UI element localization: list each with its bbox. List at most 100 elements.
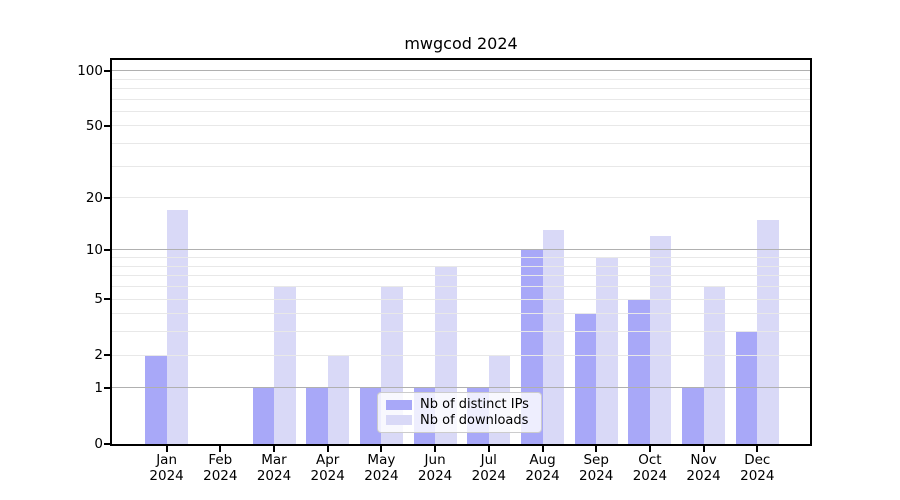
- x-tick-label-year: 2024: [364, 468, 399, 484]
- bar-downloads: [703, 286, 726, 444]
- y-tick-mark: [104, 248, 112, 251]
- x-tick-mark: [648, 446, 651, 452]
- gridline-minor: [112, 286, 810, 288]
- bar-downloads: [596, 257, 618, 444]
- x-tick-mark: [595, 446, 598, 452]
- x-tick-label-month: Sep: [583, 452, 609, 468]
- gridline-minor: [112, 313, 810, 315]
- x-tick-mark: [273, 446, 275, 452]
- bar-downloads: [542, 230, 564, 444]
- legend-swatch-downloads: [386, 415, 412, 426]
- x-tick-label-month: Aug: [529, 452, 556, 468]
- gridline-minor: [112, 265, 810, 267]
- y-tick-mark: [104, 443, 112, 445]
- x-tick-mark: [380, 446, 383, 452]
- x-tick-label-year: 2024: [632, 468, 668, 484]
- gridline-major: [112, 387, 810, 389]
- bar-distinct-ips: [306, 387, 328, 444]
- y-tick-label: 20: [85, 189, 103, 206]
- x-tick-label-year: 2024: [525, 468, 560, 484]
- bar-distinct-ips: [145, 355, 167, 444]
- legend-item-downloads: Nb of downloads: [386, 413, 533, 429]
- y-tick-label: 0: [94, 436, 103, 452]
- bar-downloads: [166, 210, 189, 444]
- gridline-major: [112, 249, 810, 251]
- x-tick-mark: [756, 446, 759, 452]
- x-tick-label: Feb 2024: [180, 452, 260, 484]
- y-tick-label: 5: [94, 291, 103, 308]
- x-tick-mark: [219, 446, 222, 452]
- x-tick-label: Sep 2024: [556, 452, 636, 484]
- x-tick-label-month: Apr: [316, 452, 340, 468]
- x-tick-label-year: 2024: [149, 468, 184, 484]
- x-tick-mark: [434, 446, 437, 452]
- legend-item-distinct-ips: Nb of distinct IPs: [386, 397, 533, 413]
- x-tick-mark: [541, 446, 544, 452]
- x-tick-label-month: Jul: [480, 452, 497, 468]
- gridline-minor: [112, 257, 810, 259]
- bar-distinct-ips: [682, 387, 704, 444]
- y-tick-label: 100: [77, 62, 103, 79]
- legend-label-downloads: Nb of downloads: [420, 412, 529, 428]
- x-tick-label: Jul 2024: [449, 452, 529, 484]
- bar-distinct-ips: [574, 313, 597, 444]
- y-tick-label: 1: [94, 379, 103, 396]
- gridline-minor: [112, 98, 810, 100]
- gridline-minor: [112, 275, 810, 277]
- gridline-minor: [112, 143, 810, 145]
- y-tick-mark: [104, 386, 112, 389]
- x-tick-label-year: 2024: [579, 468, 614, 484]
- y-tick-label: 10: [85, 241, 103, 258]
- x-tick-label: Aug 2024: [503, 452, 583, 484]
- y-tick-mark: [104, 196, 112, 199]
- x-tick-label-month: Jan: [156, 452, 177, 468]
- gridline-minor: [112, 110, 810, 112]
- legend: Nb of distinct IPs Nb of downloads: [377, 392, 542, 433]
- bar-distinct-ips: [359, 387, 382, 444]
- x-tick-label-year: 2024: [417, 468, 453, 484]
- y-tick-label: 2: [94, 347, 103, 364]
- x-tick-label-month: May: [367, 452, 396, 468]
- x-tick-label-year: 2024: [686, 468, 721, 484]
- legend-label-distinct-ips: Nb of distinct IPs: [420, 397, 529, 413]
- x-tick-label-month: Jun: [424, 452, 446, 468]
- y-tick-label: 50: [85, 117, 103, 134]
- bar-downloads: [649, 236, 672, 444]
- x-tick-label-year: 2024: [256, 468, 292, 484]
- y-tick-mark: [104, 69, 112, 72]
- x-tick-label: Nov 2024: [664, 452, 744, 484]
- x-tick-label: Dec 2024: [717, 452, 797, 484]
- x-tick-label-month: Dec: [744, 452, 771, 468]
- bar-downloads: [274, 286, 296, 444]
- x-tick-mark: [326, 446, 329, 452]
- gridline-major: [112, 70, 810, 72]
- gridline-minor: [112, 197, 810, 199]
- gridline-minor: [112, 298, 810, 300]
- x-tick-label: Oct 2024: [610, 452, 690, 484]
- bar-distinct-ips: [628, 299, 650, 444]
- x-tick-label-year: 2024: [310, 468, 345, 484]
- x-tick-label-month: Nov: [690, 452, 717, 468]
- x-tick-label: Mar 2024: [234, 452, 314, 484]
- gridline-minor: [112, 87, 810, 89]
- x-tick-label-month: Oct: [638, 452, 662, 468]
- gridline-minor: [112, 165, 810, 167]
- plot-area: [110, 58, 812, 446]
- x-tick-mark: [487, 446, 490, 452]
- x-tick-mark: [165, 446, 168, 452]
- x-tick-label: Apr 2024: [288, 452, 368, 484]
- gridline-minor: [112, 78, 810, 80]
- x-tick-label-month: Feb: [208, 452, 233, 468]
- y-tick-mark: [104, 354, 112, 357]
- y-tick-mark: [104, 298, 112, 301]
- x-tick-label: Jan 2024: [127, 452, 207, 484]
- x-tick-label: Jun 2024: [395, 452, 475, 484]
- x-tick-label-month: Mar: [261, 452, 287, 468]
- bar-downloads: [327, 355, 350, 444]
- x-tick-label-year: 2024: [740, 468, 775, 484]
- bar-distinct-ips: [252, 387, 274, 444]
- gridline-minor: [112, 331, 810, 333]
- x-tick-label: May 2024: [341, 452, 421, 484]
- x-tick-label-year: 2024: [203, 468, 238, 484]
- x-tick-mark: [702, 446, 705, 452]
